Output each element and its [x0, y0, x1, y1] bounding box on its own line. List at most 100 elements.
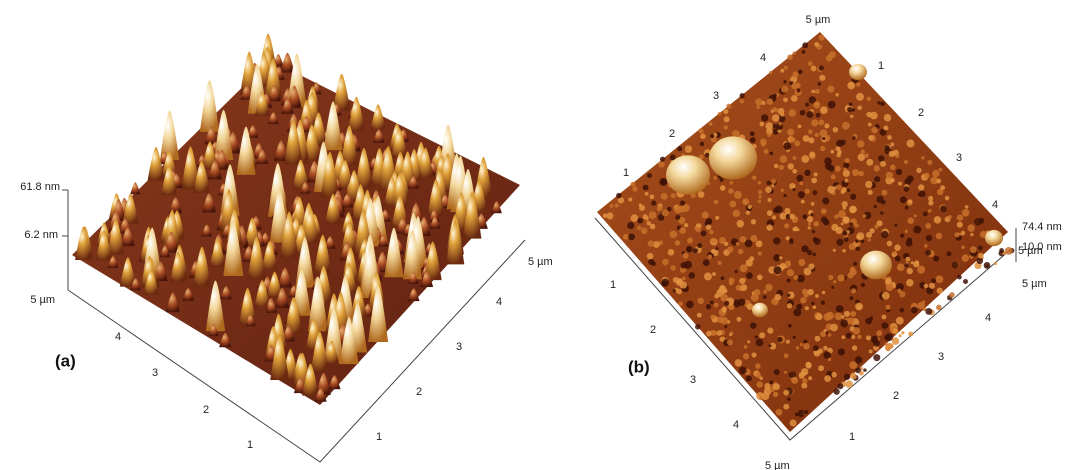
texture	[802, 214, 807, 219]
texture	[756, 373, 761, 378]
panel-label: (a)	[55, 351, 76, 370]
texture	[822, 291, 825, 294]
texture	[786, 236, 790, 240]
texture	[794, 140, 800, 146]
texture	[781, 189, 784, 192]
texture	[752, 176, 756, 180]
texture	[746, 211, 750, 215]
texture	[876, 220, 882, 226]
texture	[718, 112, 721, 115]
texture	[800, 297, 806, 303]
texture	[880, 161, 886, 167]
texture	[724, 116, 730, 122]
texture	[686, 246, 693, 253]
texture	[752, 303, 768, 317]
texture	[759, 332, 765, 338]
texture	[675, 215, 680, 220]
texture	[957, 214, 963, 220]
texture	[957, 222, 963, 228]
texture	[686, 301, 694, 309]
texture	[784, 66, 788, 70]
texture	[723, 289, 728, 294]
texture	[758, 251, 762, 255]
texture	[784, 208, 790, 214]
texture	[857, 243, 860, 246]
texture	[967, 224, 974, 231]
texture	[805, 306, 809, 310]
texture	[819, 35, 825, 41]
texture	[661, 279, 669, 287]
texture	[801, 245, 808, 252]
texture	[729, 201, 736, 208]
texture	[840, 320, 848, 328]
texture	[616, 193, 622, 199]
texture	[821, 217, 827, 223]
texture	[924, 244, 928, 248]
texture	[855, 356, 863, 364]
texture	[864, 153, 869, 158]
texture	[783, 97, 788, 102]
texture	[756, 240, 763, 247]
texture	[721, 276, 725, 280]
texture	[828, 101, 836, 109]
texture	[857, 140, 864, 147]
texture	[928, 200, 933, 205]
texture	[847, 188, 851, 192]
texture	[790, 137, 795, 142]
texture	[793, 275, 798, 280]
texture	[701, 231, 707, 237]
texture	[811, 202, 815, 206]
texture	[736, 317, 741, 322]
axis-end-label: 5 µm	[1022, 278, 1047, 290]
texture	[824, 375, 831, 382]
texture	[803, 135, 810, 142]
texture	[716, 330, 722, 336]
texture	[787, 129, 794, 136]
texture	[732, 130, 739, 137]
texture	[852, 136, 856, 140]
panel-a	[62, 34, 525, 462]
tick-label: 1	[849, 431, 855, 443]
texture	[889, 151, 895, 157]
texture	[897, 263, 905, 271]
texture	[866, 232, 872, 238]
texture	[684, 261, 692, 269]
texture	[847, 317, 854, 324]
texture	[710, 301, 714, 305]
texture	[781, 86, 788, 93]
texture	[918, 184, 924, 190]
texture	[770, 152, 773, 155]
texture	[711, 238, 716, 243]
texture	[628, 197, 632, 201]
texture	[886, 283, 894, 291]
texture	[813, 237, 818, 242]
texture	[740, 264, 748, 272]
texture	[849, 82, 852, 85]
texture	[648, 240, 655, 247]
texture	[695, 324, 700, 329]
texture	[796, 175, 803, 182]
texture	[703, 259, 710, 266]
texture	[783, 404, 789, 410]
texture	[770, 380, 774, 384]
texture	[904, 186, 910, 192]
texture	[900, 308, 905, 313]
texture	[808, 376, 812, 380]
texture	[882, 292, 890, 300]
texture	[767, 328, 773, 334]
texture	[923, 212, 928, 217]
texture	[804, 410, 808, 414]
texture	[756, 339, 764, 347]
texture	[894, 224, 897, 227]
texture	[734, 191, 742, 199]
texture	[801, 383, 807, 389]
texture	[881, 322, 888, 329]
tick-label: 2	[203, 404, 209, 416]
texture	[917, 266, 925, 274]
texture	[747, 340, 750, 343]
texture	[828, 358, 831, 361]
texture	[784, 371, 787, 374]
texture	[788, 163, 794, 169]
texture	[842, 122, 850, 130]
texture	[885, 333, 893, 341]
